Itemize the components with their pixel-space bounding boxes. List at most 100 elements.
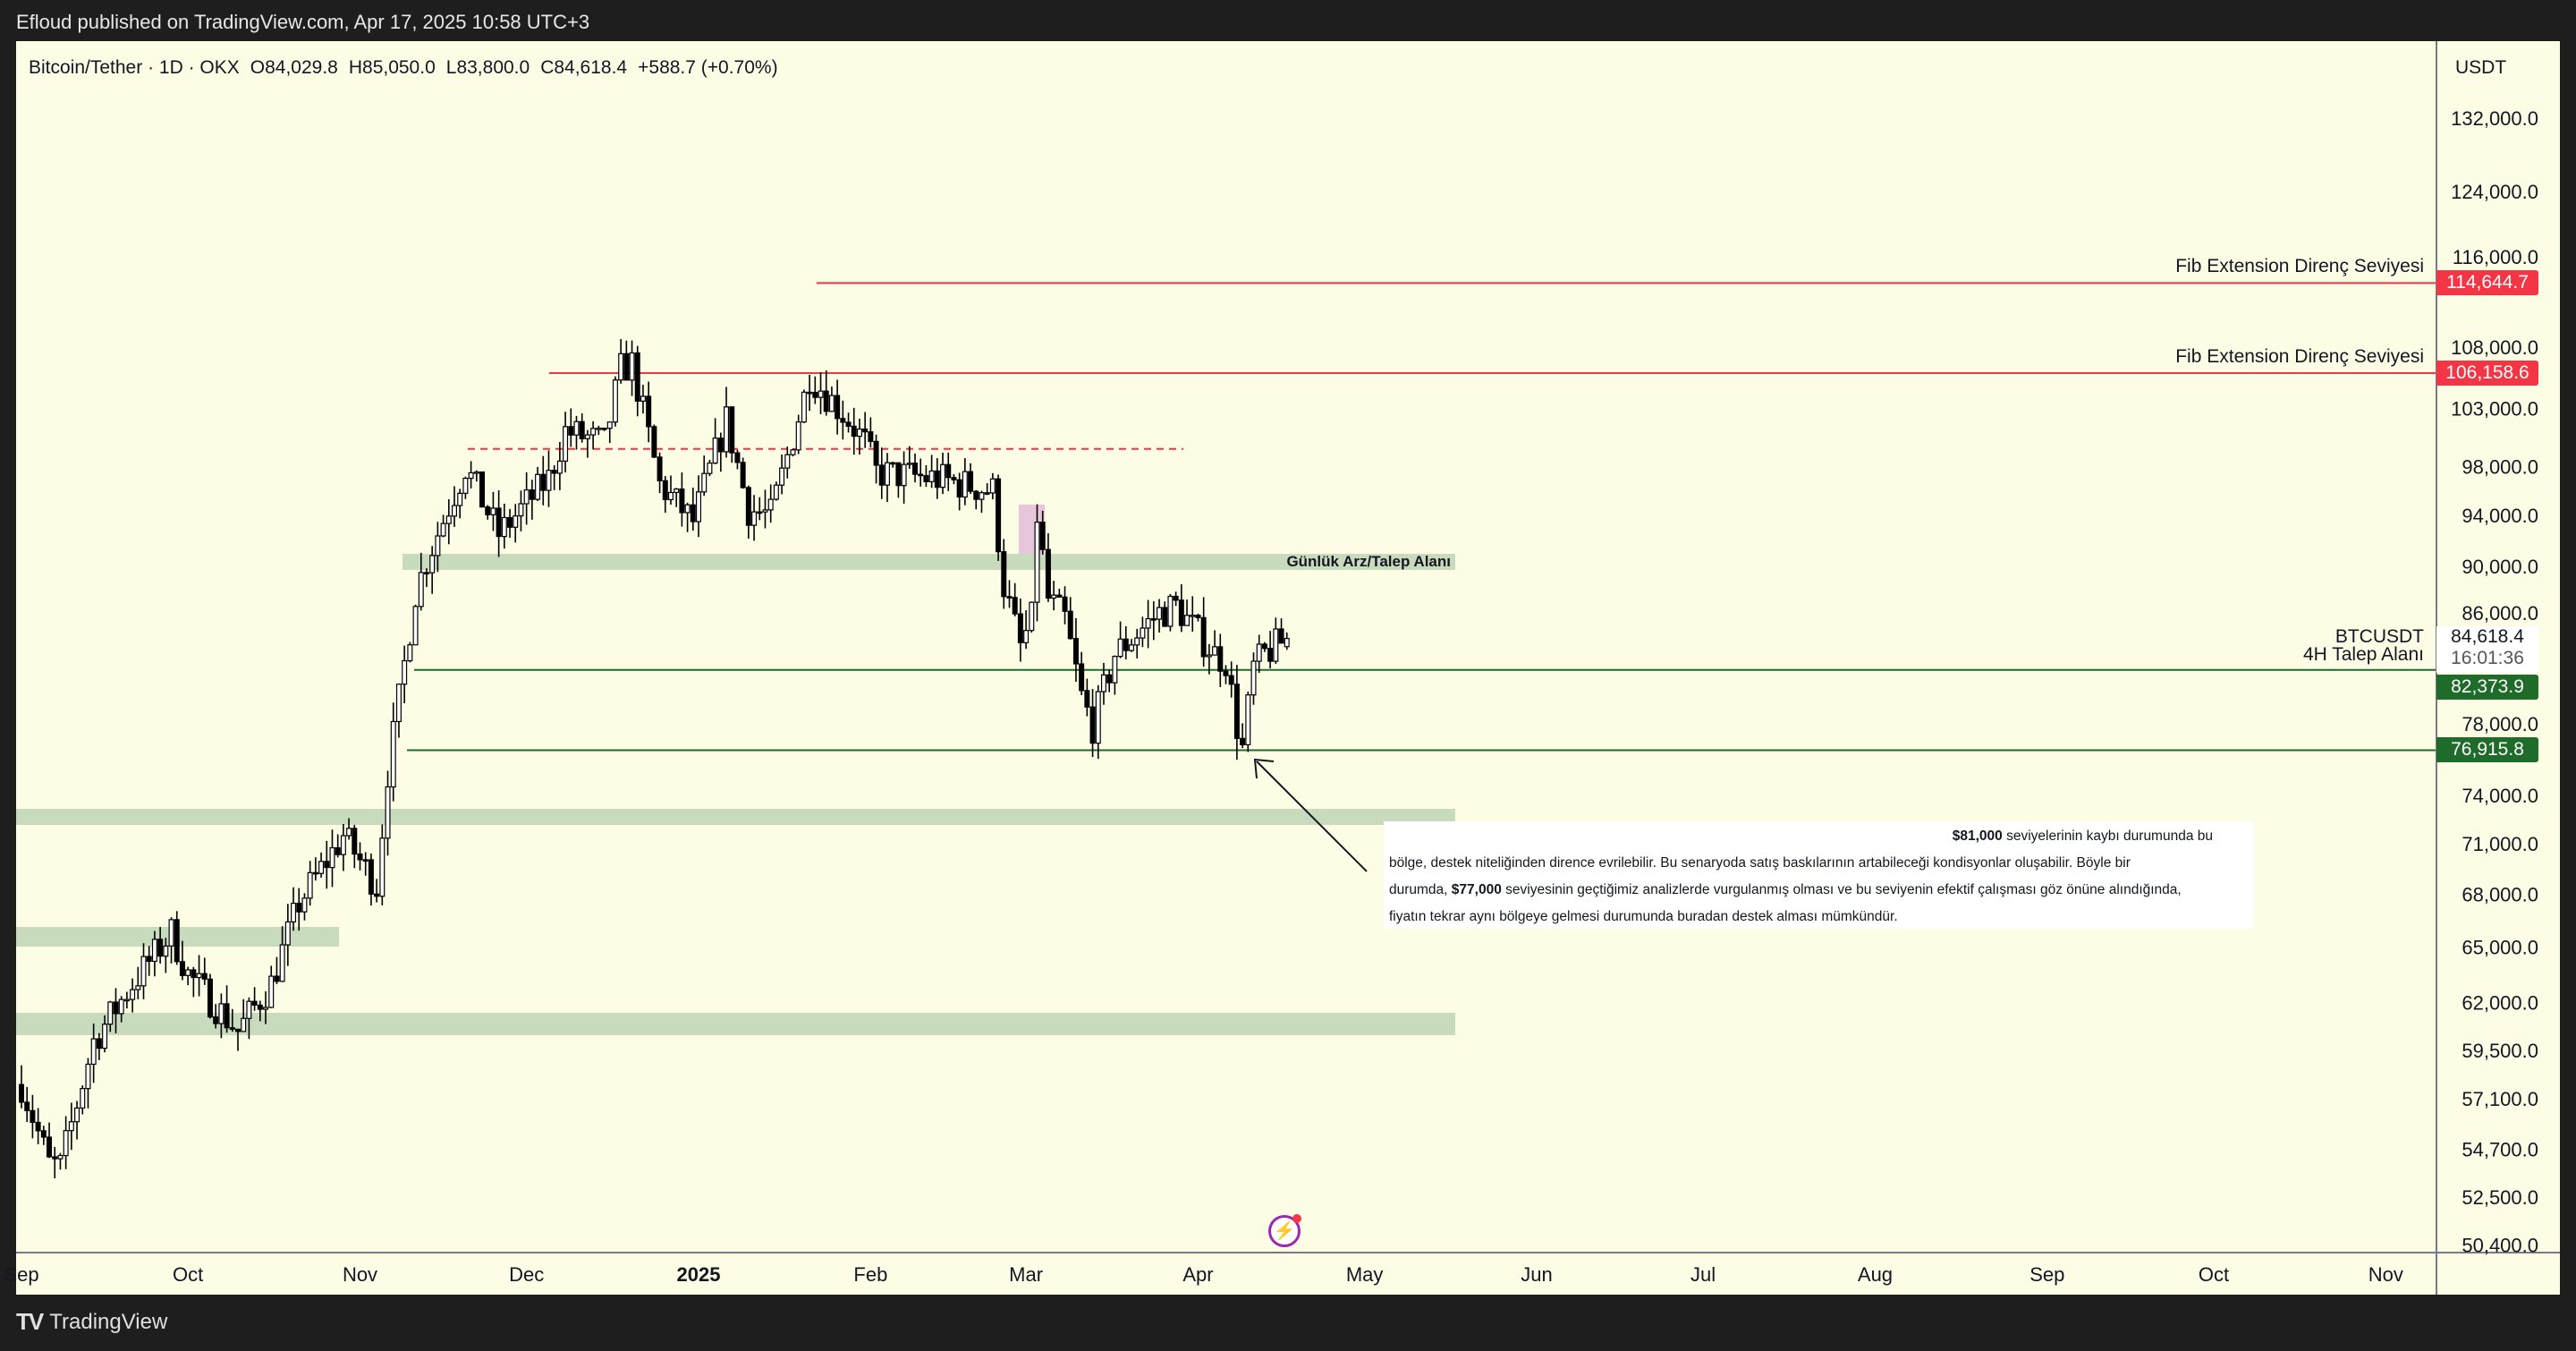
candle-bullish: [1134, 637, 1140, 646]
candle-bullish: [107, 1001, 114, 1025]
candle-bearish: [324, 861, 330, 869]
candle-bullish: [329, 846, 335, 869]
candle-bearish: [201, 973, 208, 980]
lightning-icon[interactable]: ⚡: [1268, 1214, 1301, 1247]
candle-bullish: [457, 492, 463, 506]
candle-bearish: [1084, 690, 1090, 708]
time-tick-label: Oct: [2199, 1263, 2229, 1286]
candle-bearish: [1079, 663, 1085, 692]
candle-bullish: [724, 406, 730, 453]
symbol-legend: Bitcoin/Tether · 1D · OKX O84,029.8 H85,05…: [29, 57, 789, 79]
candle-bearish: [923, 475, 929, 482]
candle-bullish: [962, 471, 968, 498]
candle-bullish: [701, 472, 708, 493]
candle-bearish: [934, 470, 940, 489]
demand-zone-74k: [16, 809, 1455, 825]
candle-bullish: [307, 871, 313, 899]
note-bold-81k: $81,000: [1952, 828, 2003, 844]
candle-bearish: [996, 478, 1002, 553]
brand-name: TradingView: [49, 1309, 168, 1334]
candle-bullish: [268, 975, 275, 1008]
candle-bearish: [485, 506, 491, 515]
candle-bearish: [1045, 548, 1051, 599]
candle-bullish: [1100, 674, 1106, 692]
price-tick-label: 94,000.0: [2462, 505, 2538, 527]
analysis-note[interactable]: $81,000 seviyelerinin kaybı durumunda bu…: [1384, 821, 2254, 929]
candle-bearish: [540, 473, 547, 491]
candle-bearish: [851, 425, 857, 438]
close-value: C84,618.4: [540, 57, 628, 78]
candle-bullish: [63, 1130, 69, 1157]
candle-bearish: [146, 956, 152, 963]
price-tick-label: 65,000.0: [2462, 937, 2538, 959]
price-tick-label: 108,000.0: [2451, 336, 2538, 359]
candle-bearish: [918, 473, 924, 477]
time-tick-label: Nov: [2368, 1263, 2403, 1286]
fib2-price-badge: 106,158.6: [2436, 361, 2538, 386]
candle-bullish: [68, 1121, 74, 1132]
candle-bullish: [379, 837, 386, 897]
candle-bearish: [374, 893, 380, 897]
note-line-1: $81,000 seviyelerinin kaybı durumunda bu: [1389, 823, 2249, 850]
candle-bearish: [191, 969, 197, 979]
candle-bearish: [890, 462, 896, 465]
demand-zone-61k: [16, 1013, 1455, 1035]
price-tick-label: 78,000.0: [2462, 713, 2538, 735]
candle-bullish: [435, 535, 441, 557]
candle-bearish: [1067, 610, 1073, 640]
candle-bullish: [989, 478, 996, 494]
candle-bullish: [196, 973, 202, 979]
candle-bullish: [707, 462, 713, 474]
candle-bearish: [956, 479, 962, 498]
candle-bullish: [546, 470, 552, 491]
candle-bullish: [535, 473, 541, 500]
candle-bullish: [1284, 638, 1290, 648]
candle-bullish: [1095, 691, 1101, 744]
note-bold-77k: $77,000: [1451, 882, 1502, 897]
candle-bullish: [1157, 607, 1163, 620]
candle-bearish: [845, 421, 852, 428]
candle-bearish: [274, 975, 280, 982]
price-tick-label: 124,000.0: [2451, 181, 2538, 203]
candle-bullish: [90, 1038, 97, 1066]
candle-bullish: [301, 897, 308, 913]
current-price: 84,618.4: [2451, 626, 2524, 647]
candle-bearish: [657, 456, 663, 481]
candle-bullish: [674, 488, 680, 494]
candle-bearish: [362, 859, 369, 862]
candle-bearish: [40, 1130, 47, 1138]
candle-bullish: [218, 1003, 225, 1024]
publish-info: Efloud published on TradingView.com, Apr…: [16, 11, 590, 33]
candle-bearish: [717, 438, 724, 453]
candle-bearish: [973, 490, 979, 500]
footer-brand[interactable]: TV TradingView: [16, 1308, 167, 1336]
symbol-ticker: BTCUSDT: [2334, 626, 2424, 647]
candle-bearish: [52, 1156, 58, 1160]
time-tick-label: Sep: [4, 1263, 38, 1286]
candle-bearish: [1089, 706, 1096, 744]
candle-bearish: [807, 391, 813, 395]
candle-bearish: [24, 1101, 30, 1111]
time-tick-label: Jun: [1521, 1263, 1552, 1286]
candle-bullish: [940, 463, 946, 489]
candle-bearish: [1162, 607, 1168, 627]
note-text: seviyesinin geçtiğimiz analizlerde vurgu…: [1501, 882, 2182, 897]
bar-countdown: 16:01:36: [2451, 648, 2524, 668]
candle-bullish: [385, 786, 391, 839]
candle-bullish: [928, 470, 935, 482]
candle-bullish: [102, 1024, 108, 1049]
candle-bearish: [646, 395, 652, 428]
low-level-badge: 76,915.8: [2436, 737, 2538, 762]
chart-area[interactable]: [16, 41, 2560, 1295]
candle-bearish: [251, 1000, 258, 1007]
time-tick-label: Aug: [1858, 1263, 1893, 1286]
daily-supply-demand-zone: [402, 554, 1455, 570]
candle-bullish: [684, 504, 691, 514]
price-tick-label: 54,700.0: [2462, 1138, 2538, 1160]
currency-unit[interactable]: USDT: [2455, 57, 2507, 78]
price-tick-label: 50,400.0: [2462, 1234, 2538, 1256]
candle-bearish: [35, 1121, 41, 1132]
candle-bearish: [840, 418, 846, 423]
candle-bearish: [835, 395, 841, 420]
